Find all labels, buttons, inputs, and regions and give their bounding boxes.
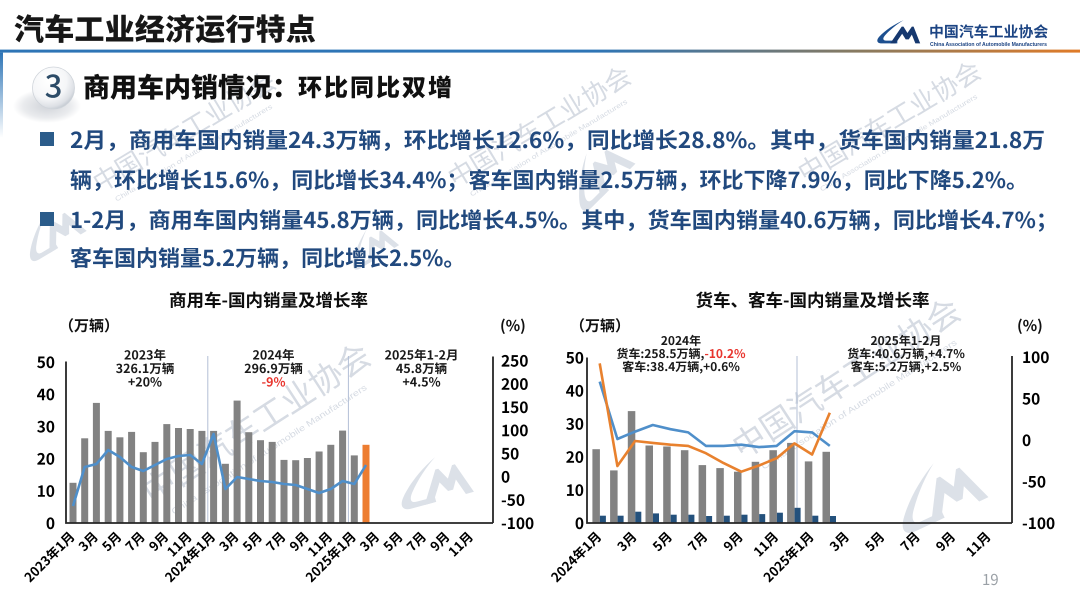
svg-text:China Association of Automobil: China Association of Automobile Manufact… (930, 42, 1047, 48)
